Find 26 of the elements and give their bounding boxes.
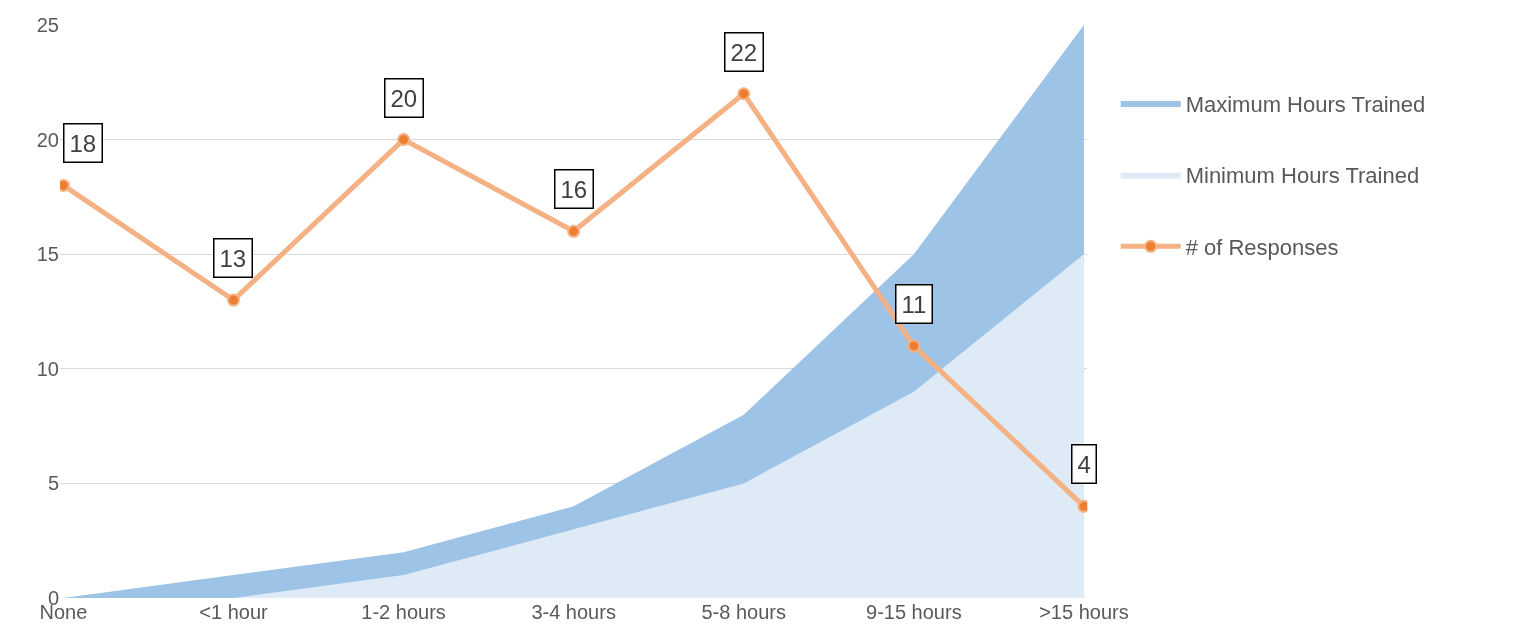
x-tick-label: <1 hour <box>199 601 269 623</box>
point <box>737 87 751 101</box>
data-label: 16 <box>560 175 588 203</box>
legend-label: Maximum Hours Trained <box>1185 91 1426 117</box>
data-label: 18 <box>69 129 97 157</box>
x-tick-label: 9-15 hours <box>866 601 962 623</box>
data-label: 11 <box>901 290 927 318</box>
data-label: 20 <box>390 84 418 112</box>
legend-label: Minimum Hours Trained <box>1185 163 1420 189</box>
point <box>397 133 411 147</box>
point <box>907 339 921 353</box>
x-tick-label: 1-2 hours <box>361 601 446 623</box>
x-tick-label: 5-8 hours <box>701 601 786 623</box>
data-label: 4 <box>1077 450 1091 478</box>
y-tick-label: 15 <box>36 243 59 266</box>
legend-label: # of Responses <box>1185 234 1339 260</box>
y-tick-label: 10 <box>36 357 59 380</box>
y-tick-label: 20 <box>36 128 59 151</box>
y-tick-label: 25 <box>36 14 59 36</box>
point <box>567 224 581 238</box>
x-tick-label: >15 hours <box>1039 601 1129 623</box>
x-tick-label: 3-4 hours <box>531 601 616 623</box>
data-label: 13 <box>219 244 247 272</box>
point <box>226 293 240 307</box>
data-label: 22 <box>730 38 758 66</box>
y-tick-label: 5 <box>47 472 59 495</box>
